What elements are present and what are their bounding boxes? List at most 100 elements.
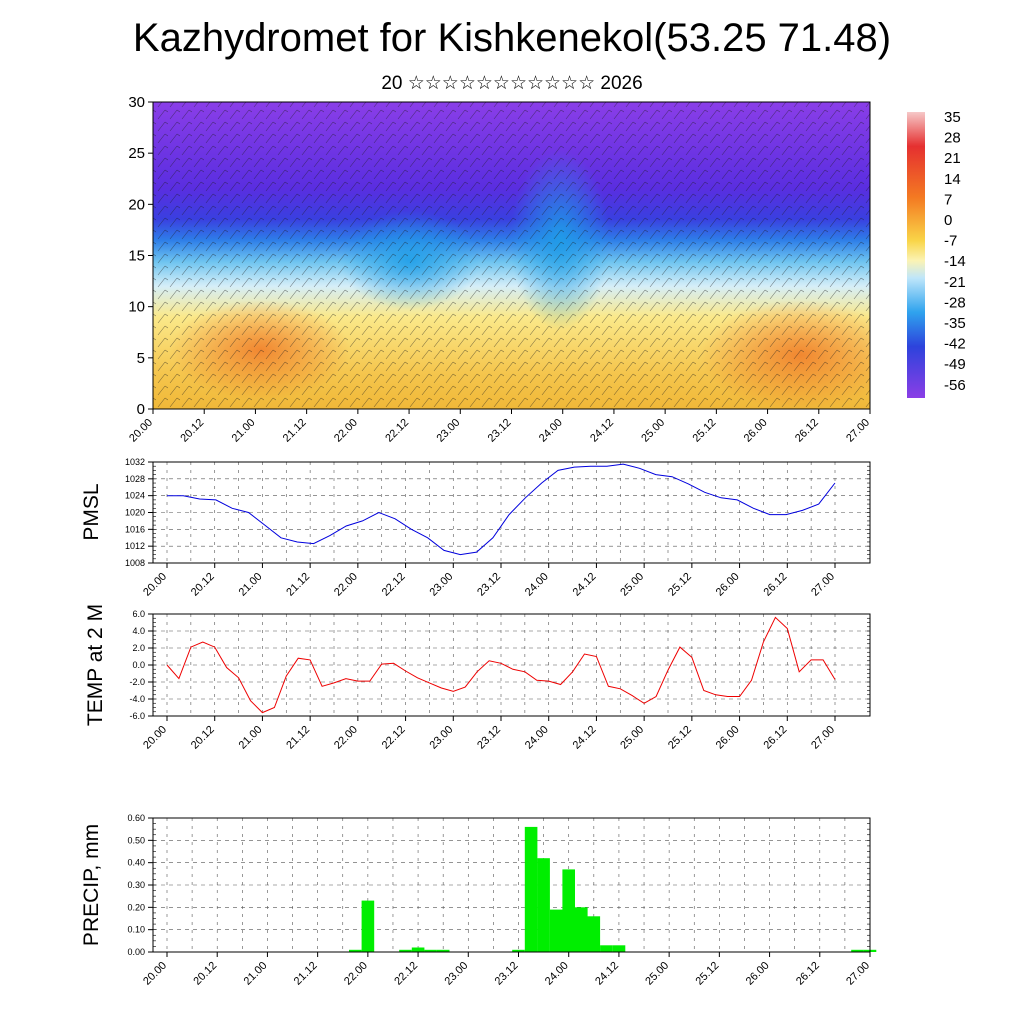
y-tick-label: 0.30 [127, 880, 145, 890]
x-tick-label: 24.00 [543, 960, 571, 988]
x-tick-label: 23.12 [493, 960, 521, 988]
precip-bar [436, 949, 450, 952]
x-tick-label: 25.00 [618, 724, 646, 752]
colorbar-label: 21 [944, 150, 961, 167]
precip-bar [411, 947, 425, 952]
x-tick-label: 26.12 [794, 960, 822, 988]
x-tick-label: 25.12 [666, 571, 694, 599]
x-tick-label: 23.00 [427, 724, 455, 752]
x-tick-label: 20.00 [141, 724, 169, 752]
colorbar-label: -14 [944, 253, 966, 270]
y-tick-label: 4.0 [132, 626, 145, 636]
x-tick-label: 21.00 [237, 724, 265, 752]
x-tick-label: 21.00 [230, 417, 258, 445]
x-tick-label: 23.00 [442, 960, 470, 988]
y-tick-label: 1024 [125, 491, 145, 501]
x-tick-label: 21.12 [284, 571, 312, 599]
y-tick-label: 1008 [125, 558, 145, 568]
x-tick-label: 23.12 [486, 417, 514, 445]
x-tick-label: 23.12 [475, 724, 503, 752]
x-tick-label: 24.12 [571, 571, 599, 599]
pmsl-panel: 1008 1012 1016 1020 1024 1028 1032 20.00 20.12 2… [80, 457, 871, 599]
x-tick-label: 26.12 [793, 417, 821, 445]
cross-section-panel: 0 5 10 15 20 25 30 20.00 20.12 21.00 21.12 22.00 22… [127, 94, 872, 445]
x-tick-label: 23.00 [434, 417, 462, 445]
colorbar-label: -21 [944, 274, 966, 291]
x-tick-label: 20.12 [178, 417, 206, 445]
y-tick-label: 15 [128, 248, 145, 265]
x-tick-label: 22.12 [383, 417, 411, 445]
precip-bar [851, 949, 864, 952]
colorbar-label: 35 [944, 109, 961, 126]
y-tick-label: 1016 [125, 524, 145, 534]
x-tick-label: 21.00 [237, 571, 265, 599]
temp-line [166, 616, 836, 714]
x-tick-label: 21.12 [292, 960, 320, 988]
y-tick-label: 0 [137, 401, 145, 418]
y-tick-label: 0.20 [127, 902, 145, 912]
y-tick-label: 5 [137, 350, 145, 367]
colorbar-label: 28 [944, 130, 961, 147]
precip-bar [349, 949, 362, 952]
precip-bar [575, 907, 588, 952]
colorbar-label: 14 [944, 171, 961, 188]
x-tick-label: 20.00 [141, 960, 169, 988]
x-tick-label: 26.00 [742, 417, 770, 445]
x-tick-label: 26.00 [714, 724, 742, 752]
x-tick-label: 22.00 [332, 724, 360, 752]
x-tick-label: 25.12 [691, 417, 719, 445]
y-tick-label: 25 [128, 145, 145, 162]
x-tick-label: 20.12 [191, 960, 219, 988]
x-tick-label: 24.12 [571, 724, 599, 752]
x-tick-label: 26.00 [744, 960, 772, 988]
colorbar-label: -49 [944, 356, 966, 373]
y-tick-label: 6.0 [132, 609, 145, 619]
x-tick-label: 22.00 [332, 417, 360, 445]
x-tick-label: 27.00 [844, 417, 872, 445]
wind-barbs [153, 102, 870, 409]
x-tick-label: 20.00 [141, 571, 169, 599]
x-tick-label: 22.12 [380, 724, 408, 752]
x-tick-label: 23.00 [427, 571, 455, 599]
x-tick-label: 22.00 [332, 571, 360, 599]
colorbar-label: 0 [944, 212, 952, 229]
x-tick-label: 21.12 [281, 417, 309, 445]
x-tick-label: 20.12 [189, 571, 217, 599]
y-tick-label: 2.0 [132, 643, 145, 653]
y-tick-label: 1012 [125, 541, 145, 551]
y-tick-label: 0.0 [132, 660, 145, 670]
x-tick-label: 25.12 [666, 724, 694, 752]
y-tick-label: 10 [128, 299, 145, 316]
precip-bar [537, 858, 550, 952]
page-title: Kazhydromet for Kishkenekol(53.25 71.48) [132, 16, 892, 60]
x-tick-label: 25.12 [694, 960, 722, 988]
y-tick-label: 0.40 [127, 858, 145, 868]
x-tick-label: 21.12 [284, 724, 312, 752]
x-tick-label: 22.00 [342, 960, 370, 988]
x-tick-label: 25.00 [618, 571, 646, 599]
y-tick-label: 30 [128, 94, 145, 111]
colorbar-label: -56 [944, 377, 966, 394]
x-tick-label: 27.00 [809, 724, 837, 752]
x-tick-label: 24.00 [523, 571, 551, 599]
precip-bar [361, 900, 375, 952]
x-tick-label: 20.00 [127, 417, 155, 445]
x-tick-label: 27.00 [809, 571, 837, 599]
x-tick-label: 21.00 [242, 960, 270, 988]
x-tick-label: 20.12 [189, 724, 217, 752]
precip-panel: 0.00 0.10 0.20 0.30 0.40 0.50 0.60 20.00 20.12 2… [80, 813, 877, 988]
y-tick-label: 1020 [125, 508, 145, 518]
x-tick-label: 26.00 [714, 571, 742, 599]
precip-bar [512, 949, 525, 952]
y-tick-label: 1032 [125, 457, 145, 467]
precip-bar [399, 949, 412, 952]
colorbar-label: -7 [944, 233, 957, 250]
colorbar-label: -42 [944, 336, 966, 353]
x-tick-label: 24.00 [537, 417, 565, 445]
colorbar-label: 7 [944, 191, 952, 208]
x-tick-label: 24.12 [593, 960, 621, 988]
page-subtitle: 20 ☆☆☆☆☆☆☆☆☆☆☆ 2026 [381, 73, 643, 94]
x-tick-label: 25.00 [639, 417, 667, 445]
precip-bar [562, 869, 575, 952]
temp-panel: 6.0 4.0 2.0 0.0 -2.0 -4.0 -6.0 20.00 20.12 21.00… [84, 604, 871, 752]
